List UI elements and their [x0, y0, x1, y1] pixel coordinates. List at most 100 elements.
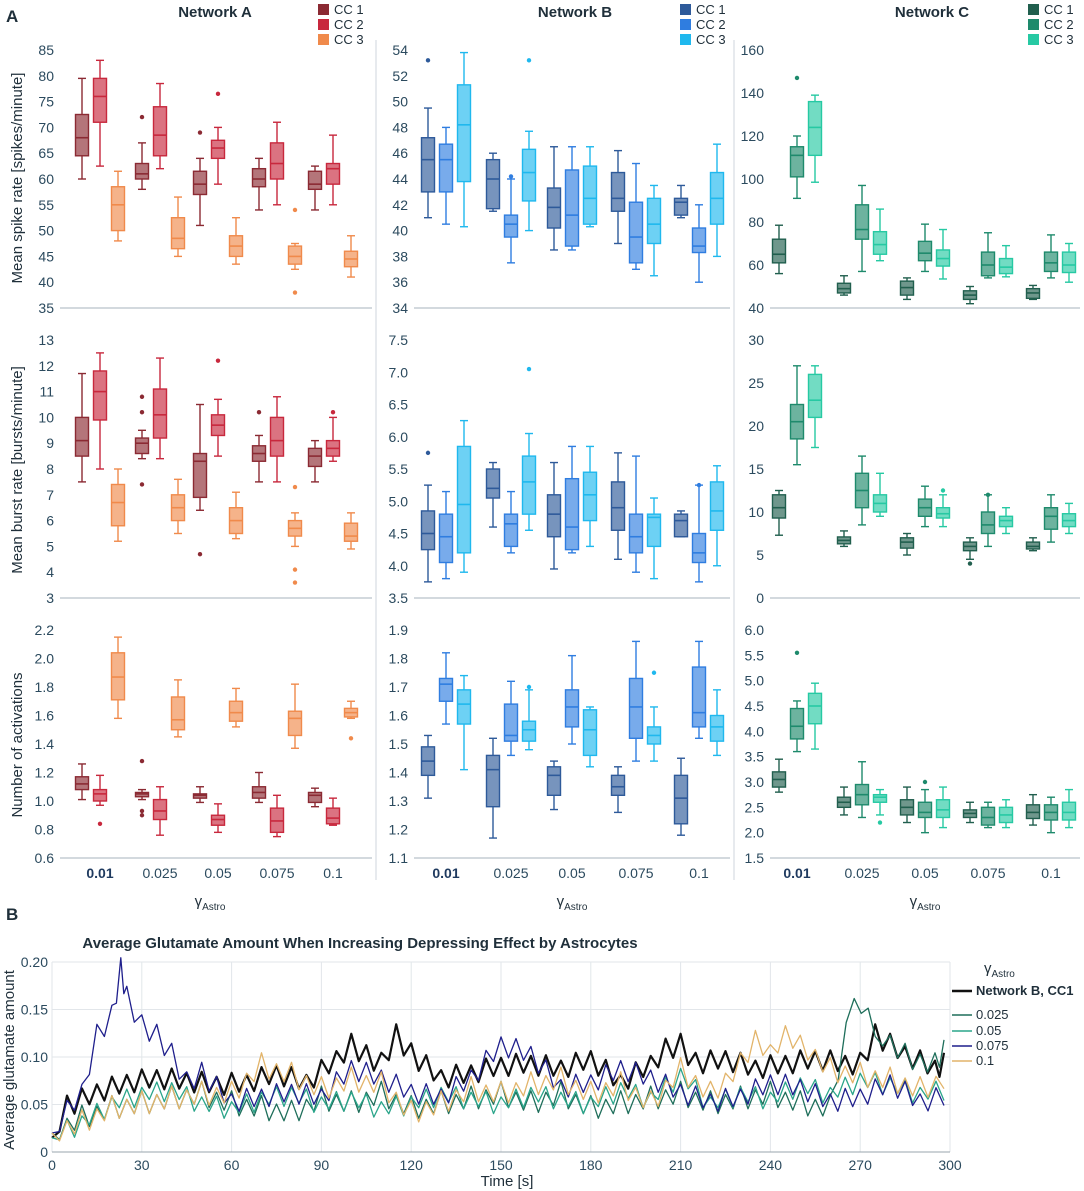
box-A-activ-cc1-3: [251, 771, 267, 804]
boxplot-C-burst: 0 5 10 15 20 25 30: [748, 332, 1080, 606]
panel-label-a: A: [6, 7, 18, 26]
box-iqr: [503, 513, 519, 548]
line-series-3: [51, 957, 945, 1134]
box-iqr: [1043, 251, 1059, 273]
line-series-2: [51, 1067, 945, 1141]
legend-swatch-a-cc3: [318, 34, 329, 45]
ytick-label-A-spike-9: 80: [38, 68, 54, 84]
box-iqr: [807, 692, 823, 725]
box-A-burst-cc3-0: [110, 468, 126, 542]
box-B-burst-cc2-0: [438, 490, 454, 580]
box-iqr: [807, 100, 823, 157]
ytick-label-B-spike-6: 46: [392, 145, 408, 161]
box-iqr: [610, 171, 626, 212]
ytick-label-B-activ-8: 1.9: [389, 622, 409, 638]
box-C-activ-cc2-4: [1043, 796, 1059, 834]
outlier-point-0: [651, 670, 657, 675]
line-xtick-8: 240: [759, 1157, 783, 1173]
xlabel-b: γAstro: [557, 893, 588, 913]
ytick-label-A-burst-6: 9: [46, 435, 54, 451]
outlier-point-0: [215, 358, 221, 363]
box-A-activ-cc2-3: [269, 794, 285, 838]
box-iqr: [485, 754, 501, 808]
boxplot-C-spike: 40 60 80 100 120 140 160: [741, 42, 1080, 316]
ytick-label-A-burst-9: 12: [38, 358, 54, 374]
legend-swatch-b-cc1: [680, 4, 691, 15]
ytick-label-B-activ-0: 1.1: [389, 850, 409, 866]
box-iqr: [307, 447, 323, 468]
box-iqr: [325, 807, 341, 825]
box-C-spike-cc3-3: [998, 244, 1014, 278]
box-iqr: [456, 689, 472, 725]
boxplot-B-activ: 1.1 1.2 1.3 1.4 1.5 1.6 1.7 1.8 1.9: [389, 622, 730, 866]
box-iqr: [503, 703, 519, 742]
ytick-label-A-spike-0: 35: [38, 300, 54, 316]
box-C-activ-cc2-3: [980, 801, 996, 829]
box-A-spike-cc2-1: [152, 82, 168, 170]
box-B-burst-cc1-0: [420, 450, 436, 583]
box-iqr: [152, 388, 168, 439]
boxplot-A-activ: 0.6 0.8 1.0 1.2 1.4 1.6 1.8 2.0 2.2: [35, 622, 372, 866]
legend-network-b: CC 1 CC 2 CC 3: [680, 2, 726, 47]
box-B-activ-cc2-4: [691, 640, 707, 739]
legend-label-a-cc2: CC 2: [334, 17, 364, 32]
ytick-label-B-spike-2: 38: [392, 248, 408, 264]
box-iqr: [92, 788, 108, 802]
line-legend-label-2: 0.05: [976, 1023, 1001, 1038]
ytick-label-C-burst-0: 0: [756, 590, 764, 606]
box-iqr: [771, 494, 787, 519]
ytick-label-C-burst-6: 30: [748, 332, 764, 348]
network-c-title: Network C: [895, 4, 969, 21]
network-b-title: Network B: [538, 4, 612, 21]
box-iqr: [269, 416, 285, 457]
box-iqr: [134, 162, 150, 180]
legend-label-c-cc1: CC 1: [1044, 2, 1074, 17]
box-A-burst-cc3-2: [228, 491, 244, 540]
box-A-activ-cc2-1: [152, 786, 168, 836]
box-C-spike-cc3-1: [872, 208, 888, 262]
ytick-label-A-spike-8: 75: [38, 94, 54, 110]
ytick-label-A-activ-8: 2.2: [35, 622, 55, 638]
ytick-label-B-burst-2: 4.5: [389, 526, 409, 542]
box-iqr: [438, 143, 454, 193]
box-iqr: [420, 510, 436, 551]
line-legend-label-1: 0.025: [976, 1007, 1009, 1022]
box-A-activ-cc1-1: [134, 758, 150, 818]
xtick-a-4: 0.1: [323, 865, 343, 881]
box-C-activ-cc2-1: [854, 761, 870, 819]
box-iqr: [134, 437, 150, 455]
ytick-label-C-activ-1: 2.0: [745, 825, 765, 841]
box-C-activ-cc3-1: [872, 788, 888, 825]
line-legend-label-4: 0.1: [976, 1053, 994, 1068]
box-A-spike-cc3-4: [343, 235, 359, 278]
outlier-point-0: [348, 736, 354, 741]
box-A-burst-cc3-4: [343, 512, 359, 550]
ytick-label-A-burst-1: 4: [46, 564, 54, 580]
box-iqr: [92, 370, 108, 421]
panel-label-b: B: [6, 905, 18, 924]
outlier-point-0: [292, 484, 298, 490]
legend-swatch-c-cc2: [1028, 19, 1039, 30]
box-iqr: [456, 445, 472, 554]
box-B-spike-cc1-1: [485, 152, 501, 212]
ytick-label-A-spike-3: 50: [38, 223, 54, 239]
line-xtick-9: 270: [849, 1157, 873, 1173]
box-B-spike-cc1-0: [420, 58, 436, 219]
ytick-label-B-spike-8: 50: [392, 94, 408, 110]
box-iqr: [343, 522, 359, 542]
line-xtick-3: 90: [314, 1157, 330, 1173]
line-xtick-10: 300: [938, 1157, 962, 1173]
ytick-label-B-activ-4: 1.5: [389, 736, 409, 752]
outlier-point-0: [922, 779, 928, 785]
box-B-spike-cc3-2: [582, 146, 598, 228]
box-iqr: [152, 798, 168, 821]
line-series-1: [51, 997, 945, 1141]
box-iqr: [691, 532, 707, 564]
box-iqr: [628, 513, 644, 554]
ytick-label-A-activ-6: 1.8: [35, 679, 55, 695]
legend-swatch-b-cc2: [680, 19, 691, 30]
line-series-0: [51, 1023, 946, 1139]
ytick-label-A-activ-4: 1.4: [35, 736, 55, 752]
line-legend-title: γAstro: [984, 960, 1015, 980]
